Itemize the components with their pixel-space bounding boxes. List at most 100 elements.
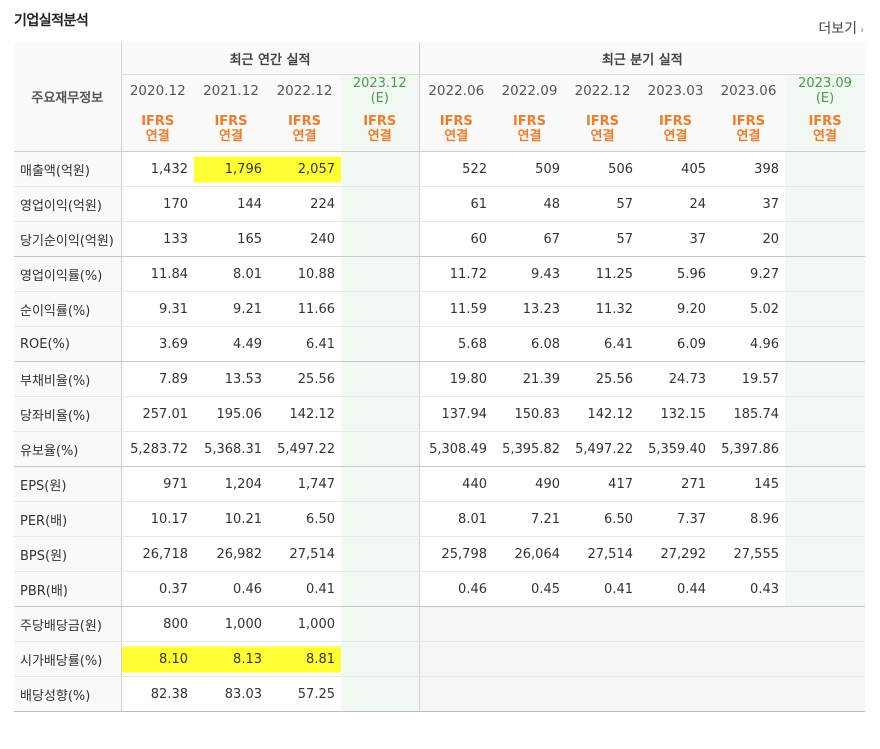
annual-cell: 6.50	[268, 501, 341, 537]
quarter-cell: 7.21	[493, 501, 566, 537]
annual-cell: 2,057	[268, 151, 341, 187]
quarter-cell: 13.23	[493, 291, 566, 327]
quarter-cell: 150.83	[493, 396, 566, 432]
annual-cell: 5,497.22	[268, 431, 341, 467]
table-row: PBR(배) 0.37 0.46 0.41 0.46 0.45 0.41 0.44 0.43	[14, 571, 866, 607]
row-label: 시가배당률(%)	[14, 641, 121, 677]
table-row: 유보율(%) 5,283.72 5,368.31 5,497.22 5,308.49 5,…	[14, 431, 866, 467]
estimate-label: (E)	[815, 91, 835, 106]
date-label: 2023.03	[647, 83, 704, 99]
quarter-cell: 19.80	[418, 361, 493, 397]
consolidation-label: 연결	[444, 129, 469, 144]
date-label: 2021.12	[203, 83, 259, 99]
quarter-cell: 48	[493, 186, 566, 222]
column-ifrs: IFRS 연결	[785, 107, 866, 152]
quarter-cell	[785, 291, 866, 327]
row-label: 부채비율(%)	[14, 361, 121, 397]
estimate-label: (E)	[370, 91, 389, 106]
ifrs-label: IFRS	[439, 114, 473, 129]
consolidation-label: 연결	[292, 129, 317, 144]
date-label: 2022.12	[276, 83, 333, 99]
quarter-cell: 132.15	[639, 396, 712, 432]
row-label: 영업이익률(%)	[14, 256, 121, 292]
annual-cell: 8.13	[194, 641, 268, 677]
annual-cell	[341, 256, 419, 292]
row-label: 매출액(억원)	[14, 151, 121, 187]
quarter-cell	[712, 641, 785, 677]
table-row: 당기순이익(억원) 133 165 240 60 67 57 37 20	[14, 221, 866, 257]
quarter-cell: 490	[493, 466, 566, 502]
quarter-cell	[785, 606, 866, 642]
date-label: 2023.12	[352, 76, 407, 91]
row-label: 순이익률(%)	[14, 291, 121, 327]
quarter-cell: 11.59	[418, 291, 493, 327]
column-date: 2023.06	[712, 74, 785, 107]
row-label: PBR(배)	[14, 571, 121, 607]
annual-cell	[341, 326, 419, 362]
annual-cell: 27,514	[268, 536, 341, 572]
quarter-cell: 0.41	[566, 571, 639, 607]
quarter-cell: 405	[639, 151, 712, 187]
quarter-cell	[566, 606, 639, 642]
row-label: 당좌비율(%)	[14, 396, 121, 432]
annual-cell	[341, 606, 419, 642]
quarter-cell	[785, 501, 866, 537]
quarter-cell: 37	[712, 186, 785, 222]
ifrs-label: IFRS	[141, 114, 175, 129]
quarter-cell: 4.96	[712, 326, 785, 362]
quarter-group-header: 최근 분기 실적	[418, 42, 866, 75]
annual-cell: 1,000	[194, 606, 268, 642]
quarter-cell	[566, 641, 639, 677]
quarter-cell: 271	[639, 466, 712, 502]
quarter-cell: 5.96	[639, 256, 712, 292]
quarter-cell: 417	[566, 466, 639, 502]
quarter-cell: 67	[493, 221, 566, 257]
date-label: 2022.12	[574, 83, 631, 99]
more-link[interactable]: 더보기 ›	[818, 18, 864, 38]
quarter-cell	[493, 676, 566, 712]
quarter-cell: 0.46	[418, 571, 493, 607]
quarter-cell: 9.43	[493, 256, 566, 292]
ifrs-label: IFRS	[214, 114, 248, 129]
quarter-cell: 398	[712, 151, 785, 187]
annual-cell: 8.81	[268, 641, 341, 677]
quarter-cell: 11.32	[566, 291, 639, 327]
annual-cell	[341, 151, 419, 187]
annual-cell: 1,747	[268, 466, 341, 502]
column-date: 2023.03	[639, 74, 712, 107]
annual-cell: 13.53	[194, 361, 268, 397]
annual-cell: 1,796	[194, 151, 268, 187]
column-ifrs: IFRS 연결	[639, 107, 712, 152]
table-row: EPS(원) 971 1,204 1,747 440 490 417 271 145	[14, 466, 866, 502]
annual-cell: 144	[194, 186, 268, 222]
quarter-cell: 5.02	[712, 291, 785, 327]
quarter-cell	[418, 676, 493, 712]
quarter-cell	[566, 676, 639, 712]
ifrs-label: IFRS	[512, 114, 547, 129]
table-row: 당좌비율(%) 257.01 195.06 142.12 137.94 150.83 142…	[14, 396, 866, 432]
annual-cell: 57.25	[268, 676, 341, 712]
annual-cell	[341, 571, 419, 607]
annual-cell: 82.38	[120, 676, 194, 712]
quarter-cell: 61	[418, 186, 493, 222]
quarter-cell: 24.73	[639, 361, 712, 397]
quarter-cell	[785, 221, 866, 257]
quarter-cell	[785, 641, 866, 677]
quarter-cell: 5,497.22	[566, 431, 639, 467]
annual-cell: 9.21	[194, 291, 268, 327]
annual-cell: 10.21	[194, 501, 268, 537]
annual-cell	[341, 291, 419, 327]
quarter-cell: 8.01	[418, 501, 493, 537]
quarter-cell: 37	[639, 221, 712, 257]
quarter-cell: 5,359.40	[639, 431, 712, 467]
annual-cell: 0.41	[268, 571, 341, 607]
quarter-cell: 57	[566, 221, 639, 257]
table-row: 배당성향(%) 82.38 83.03 57.25	[14, 676, 866, 712]
quarter-cell	[785, 256, 866, 292]
quarter-cell: 8.96	[712, 501, 785, 537]
quarter-cell	[639, 641, 712, 677]
annual-cell: 26,718	[120, 536, 194, 572]
quarter-cell: 5,395.82	[493, 431, 566, 467]
quarter-cell: 11.25	[566, 256, 639, 292]
quarter-cell: 145	[712, 466, 785, 502]
